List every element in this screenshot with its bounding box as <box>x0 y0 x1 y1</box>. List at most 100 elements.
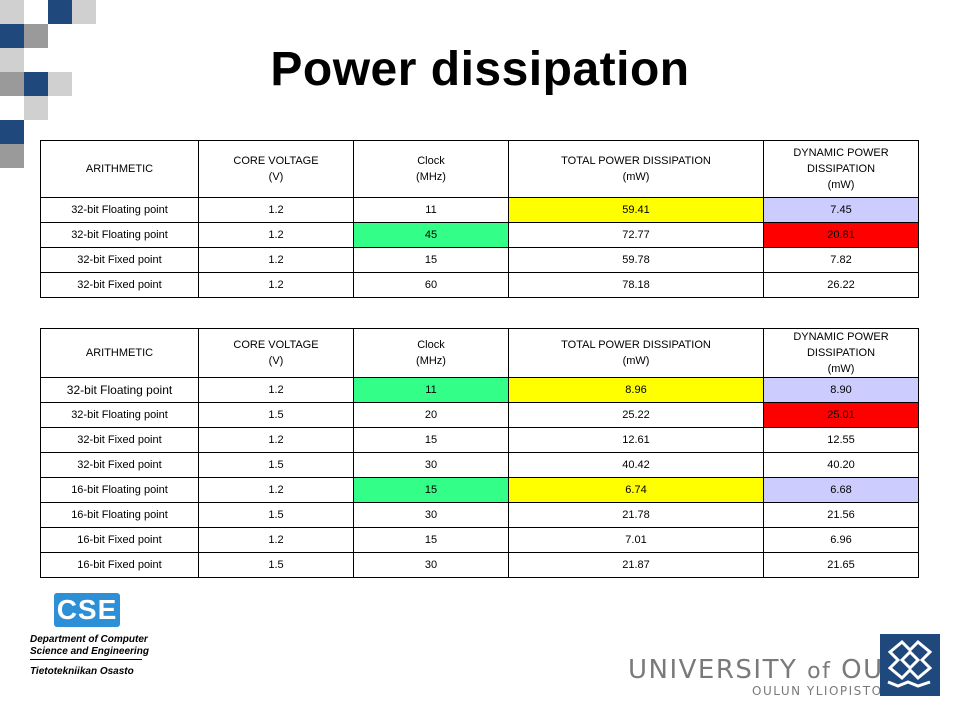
cell-clock: 15 <box>353 527 509 553</box>
deco-square <box>72 0 96 24</box>
deco-square <box>0 144 24 168</box>
cell-dynamic: 6.96 <box>763 527 919 553</box>
cse-logo: CSE <box>54 593 120 627</box>
header-arithmetic: ARITHMETIC <box>40 328 199 378</box>
cell-clock: 30 <box>353 452 509 478</box>
cell-total: 6.74 <box>508 477 764 503</box>
cell-dynamic: 7.45 <box>763 197 919 223</box>
cell-total: 59.41 <box>508 197 764 223</box>
deco-square <box>48 0 72 24</box>
table-row: 16-bit Fixed point 1.5 30 21.87 21.65 <box>40 552 919 578</box>
header-dynamic-power: DYNAMIC POWER DISSIPATION (mW) <box>763 328 919 378</box>
cell-voltage: 1.2 <box>198 527 354 553</box>
table-row: 16-bit Floating point 1.2 15 6.74 6.68 <box>40 477 919 503</box>
cell-total: 72.77 <box>508 222 764 248</box>
deco-square <box>0 24 24 48</box>
cell-dynamic: 21.56 <box>763 502 919 528</box>
cell-voltage: 1.2 <box>198 377 354 403</box>
table-row: 32-bit Fixed point 1.2 15 59.78 7.82 <box>40 247 919 273</box>
deco-square <box>48 72 72 96</box>
cell-arithmetic: 32-bit Fixed point <box>40 427 199 453</box>
table-header-row: ARITHMETIC CORE VOLTAGE (V) Clock (MHz) TO… <box>40 140 919 198</box>
cell-voltage: 1.5 <box>198 502 354 528</box>
deco-square <box>0 120 24 144</box>
cell-total: 7.01 <box>508 527 764 553</box>
table-row: 32-bit Fixed point 1.5 30 40.42 40.20 <box>40 452 919 478</box>
cell-dynamic: 8.90 <box>763 377 919 403</box>
header-total-power: TOTAL POWER DISSIPATION (mW) <box>508 328 764 378</box>
cell-voltage: 1.2 <box>198 197 354 223</box>
cell-total: 59.78 <box>508 247 764 273</box>
cell-dynamic: 20.81 <box>763 222 919 248</box>
cell-dynamic: 25.01 <box>763 402 919 428</box>
deco-square <box>0 48 24 72</box>
header-total-power: TOTAL POWER DISSIPATION (mW) <box>508 140 764 198</box>
cell-dynamic: 12.55 <box>763 427 919 453</box>
table-row: 16-bit Fixed point 1.2 15 7.01 6.96 <box>40 527 919 553</box>
cell-clock: 20 <box>353 402 509 428</box>
cell-clock: 60 <box>353 272 509 298</box>
university-finnish-name: OULUN YLIOPISTO <box>752 684 883 698</box>
cell-voltage: 1.2 <box>198 427 354 453</box>
table-header-row: ARITHMETIC CORE VOLTAGE (V) Clock (MHz) TO… <box>40 328 919 378</box>
department-line-2: Science and Engineering <box>30 646 149 657</box>
cell-clock: 15 <box>353 477 509 503</box>
university-name: UNIVERSITY of OULU <box>628 655 919 685</box>
header-clock: Clock (MHz) <box>353 140 509 198</box>
deco-square <box>0 72 24 96</box>
cell-arithmetic: 16-bit Fixed point <box>40 552 199 578</box>
power-table-2: ARITHMETIC CORE VOLTAGE (V) Clock (MHz) TO… <box>40 328 919 578</box>
cell-total: 8.96 <box>508 377 764 403</box>
cell-arithmetic: 16-bit Floating point <box>40 502 199 528</box>
cell-clock: 11 <box>353 197 509 223</box>
department-finnish: Tietotekniikan Osasto <box>30 666 134 677</box>
cell-clock: 30 <box>353 552 509 578</box>
table-row: 32-bit Fixed point 1.2 15 12.61 12.55 <box>40 427 919 453</box>
cell-clock: 30 <box>353 502 509 528</box>
deco-square <box>24 24 48 48</box>
cell-arithmetic: 32-bit Fixed point <box>40 272 199 298</box>
header-core-voltage: CORE VOLTAGE (V) <box>198 140 354 198</box>
cell-voltage: 1.2 <box>198 272 354 298</box>
department-divider <box>30 659 142 660</box>
table-row: 32-bit Floating point 1.5 20 25.22 25.01 <box>40 402 919 428</box>
deco-square <box>24 72 48 96</box>
cell-voltage: 1.2 <box>198 247 354 273</box>
university-emblem-icon <box>880 634 940 696</box>
cell-clock: 15 <box>353 427 509 453</box>
cell-total: 12.61 <box>508 427 764 453</box>
cell-voltage: 1.5 <box>198 452 354 478</box>
cell-clock: 11 <box>353 377 509 403</box>
cell-arithmetic: 32-bit Fixed point <box>40 247 199 273</box>
department-text: Department of Computer Science and Engin… <box>30 634 170 678</box>
slide-title: Power dissipation <box>270 43 690 96</box>
header-dynamic-power: DYNAMIC POWER DISSIPATION (mW) <box>763 140 919 198</box>
cell-dynamic: 6.68 <box>763 477 919 503</box>
cell-voltage: 1.5 <box>198 402 354 428</box>
cell-clock: 45 <box>353 222 509 248</box>
cell-total: 25.22 <box>508 402 764 428</box>
cell-clock: 15 <box>353 247 509 273</box>
table-row: 16-bit Floating point 1.5 30 21.78 21.56 <box>40 502 919 528</box>
department-line-1: Department of Computer <box>30 634 148 645</box>
cell-arithmetic: 32-bit Floating point <box>40 222 199 248</box>
cell-total: 78.18 <box>508 272 764 298</box>
power-table-1: ARITHMETIC CORE VOLTAGE (V) Clock (MHz) TO… <box>40 140 919 298</box>
cell-dynamic: 21.65 <box>763 552 919 578</box>
cell-voltage: 1.2 <box>198 477 354 503</box>
deco-square <box>0 0 24 24</box>
cell-dynamic: 26.22 <box>763 272 919 298</box>
table-row: 32-bit Fixed point 1.2 60 78.18 26.22 <box>40 272 919 298</box>
cell-arithmetic: 16-bit Floating point <box>40 477 199 503</box>
cell-total: 21.87 <box>508 552 764 578</box>
table-row: 32-bit Floating point 1.2 45 72.77 20.81 <box>40 222 919 248</box>
cell-arithmetic: 32-bit Floating point <box>40 197 199 223</box>
cell-arithmetic: 32-bit Floating point <box>40 377 199 403</box>
cell-voltage: 1.5 <box>198 552 354 578</box>
header-arithmetic: ARITHMETIC <box>40 140 199 198</box>
table-row: 32-bit Floating point 1.2 11 59.41 7.45 <box>40 197 919 223</box>
cell-voltage: 1.2 <box>198 222 354 248</box>
header-core-voltage: CORE VOLTAGE (V) <box>198 328 354 378</box>
cell-arithmetic: 16-bit Fixed point <box>40 527 199 553</box>
cell-dynamic: 7.82 <box>763 247 919 273</box>
